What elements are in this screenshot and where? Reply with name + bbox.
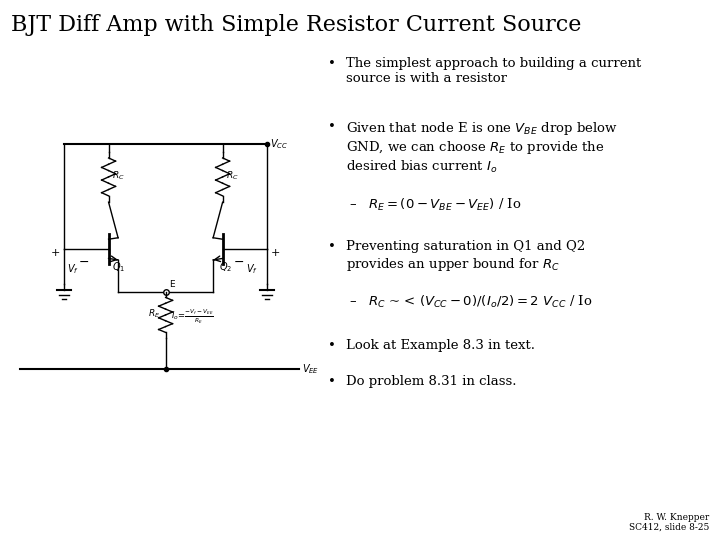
Text: Given that node E is one $V_{BE}$ drop below
GND, we can choose $R_E$ to provide: Given that node E is one $V_{BE}$ drop b…: [346, 120, 618, 175]
Text: $R_C$: $R_C$: [112, 170, 125, 183]
Text: •: •: [328, 375, 336, 388]
Text: Look at Example 8.3 in text.: Look at Example 8.3 in text.: [346, 339, 534, 352]
Text: $V_{CC}$: $V_{CC}$: [270, 137, 288, 151]
Text: –   $R_E = (0 - V_{BE} - V_{EE})$ / Io: – $R_E = (0 - V_{BE} - V_{EE})$ / Io: [349, 197, 521, 213]
Text: $I_o\!=\!\frac{-V_f - V_{EE}}{R_E}$: $I_o\!=\!\frac{-V_f - V_{EE}}{R_E}$: [171, 308, 215, 326]
Text: $V_{EE}$: $V_{EE}$: [302, 362, 319, 376]
Text: R. W. Knepper
SC412, slide 8-25: R. W. Knepper SC412, slide 8-25: [629, 512, 709, 532]
Text: +: +: [271, 248, 280, 258]
Text: Preventing saturation in Q1 and Q2
provides an upper bound for $R_C$: Preventing saturation in Q1 and Q2 provi…: [346, 240, 585, 273]
Text: $R_C$: $R_C$: [226, 170, 239, 183]
Text: $V_f$: $V_f$: [246, 262, 258, 276]
Text: E: E: [168, 280, 174, 289]
Text: −: −: [78, 256, 89, 269]
Text: •: •: [328, 240, 336, 253]
Text: +: +: [51, 248, 60, 258]
Text: −: −: [234, 256, 244, 269]
Text: •: •: [328, 57, 336, 70]
Text: –   $R_C$ ~ < $(V_{CC} - 0)/(I_o/2) = 2$ $V_{CC}$ / Io: – $R_C$ ~ < $(V_{CC} - 0)/(I_o/2) = 2$ $…: [349, 294, 593, 310]
Text: BJT Diff Amp with Simple Resistor Current Source: BJT Diff Amp with Simple Resistor Curren…: [11, 14, 581, 36]
Text: The simplest approach to building a current
source is with a resistor: The simplest approach to building a curr…: [346, 57, 641, 85]
Text: Do problem 8.31 in class.: Do problem 8.31 in class.: [346, 375, 516, 388]
Text: •: •: [328, 120, 336, 133]
Text: $Q_1$: $Q_1$: [112, 260, 126, 274]
Text: •: •: [328, 339, 336, 352]
Text: $V_f$: $V_f$: [67, 262, 78, 276]
Text: $Q_2$: $Q_2$: [220, 260, 233, 274]
Text: $R_E$: $R_E$: [148, 308, 161, 320]
